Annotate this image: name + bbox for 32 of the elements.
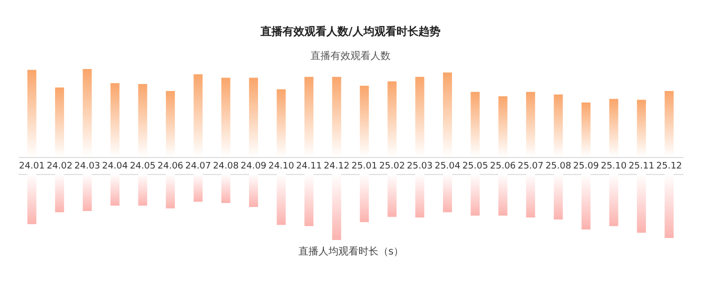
chart-subtitle: 直播有效观看人数 bbox=[310, 50, 390, 62]
bar bbox=[498, 96, 508, 157]
x-tick-label: 24.08 bbox=[212, 162, 239, 172]
x-tick-label: 25.12 bbox=[656, 162, 682, 172]
x-tick-label: 25.02 bbox=[379, 162, 405, 172]
x-tick-label: 25.04 bbox=[434, 162, 461, 172]
x-tick-label: 24.04 bbox=[102, 162, 128, 172]
x-tick-label: 25.01 bbox=[351, 162, 378, 172]
x-tick-label: 25.07 bbox=[518, 162, 544, 172]
x-tick-label: 25.11 bbox=[628, 162, 654, 172]
x-tick-label: 25.05 bbox=[462, 162, 488, 172]
x-tick-label: 24.06 bbox=[158, 162, 184, 172]
x-tick-label: 24.12 bbox=[324, 162, 350, 172]
bar bbox=[609, 98, 618, 157]
bar bbox=[554, 94, 563, 157]
chart-title: 直播有效观看人数/人均观看时长趋势 bbox=[259, 25, 441, 38]
x-tick-label: 24.05 bbox=[130, 162, 156, 172]
x-tick-label: 25.06 bbox=[490, 162, 516, 172]
bar bbox=[582, 102, 591, 157]
x-tick-label: 25.08 bbox=[545, 162, 572, 172]
x-tick-label: 25.10 bbox=[600, 162, 627, 172]
x-tick-label: 24.02 bbox=[46, 162, 72, 172]
x-tick-label: 24.07 bbox=[185, 162, 211, 172]
x-tick-label: 24.10 bbox=[268, 162, 294, 172]
bar bbox=[636, 100, 646, 157]
x-tick-label: 25.09 bbox=[573, 162, 600, 172]
x-axis-title: 直播人均观看时长（s） bbox=[298, 246, 404, 258]
x-tick-label: 24.03 bbox=[74, 162, 100, 172]
x-tick-label: 25.03 bbox=[406, 162, 433, 172]
x-tick-label: 24.01 bbox=[18, 162, 45, 172]
x-tick-label: 24.09 bbox=[240, 162, 267, 172]
x-tick-label: 24.11 bbox=[296, 162, 322, 172]
